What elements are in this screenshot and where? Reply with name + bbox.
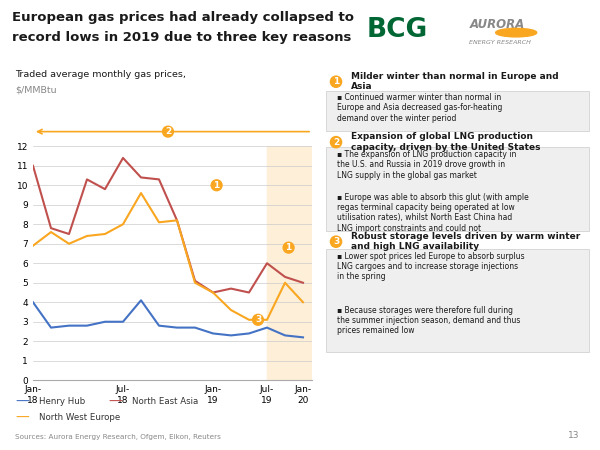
- Text: 3: 3: [333, 237, 339, 246]
- Text: North East Asia: North East Asia: [132, 397, 198, 406]
- FancyBboxPatch shape: [326, 90, 589, 131]
- Text: 1: 1: [214, 181, 220, 190]
- Text: —: —: [15, 394, 29, 409]
- Text: 3: 3: [255, 315, 261, 324]
- Text: European gas prices had already collapsed to: European gas prices had already collapse…: [12, 11, 354, 24]
- Text: 2: 2: [333, 138, 339, 147]
- Text: $/MMBtu: $/MMBtu: [15, 86, 56, 94]
- Text: AURORA: AURORA: [469, 18, 524, 31]
- Text: 1: 1: [333, 77, 339, 86]
- Text: Milder winter than normal in Europe and
Asia: Milder winter than normal in Europe and …: [351, 72, 559, 91]
- Text: ▪ Continued warmer winter than normal in
Europe and Asia decreased gas-for-heati: ▪ Continued warmer winter than normal in…: [337, 93, 503, 123]
- Text: ▪ Lower spot prices led Europe to absorb surplus
LNG cargoes and to increase sto: ▪ Lower spot prices led Europe to absorb…: [337, 252, 525, 281]
- Text: BCG: BCG: [367, 17, 428, 43]
- Text: 2: 2: [165, 127, 171, 136]
- FancyBboxPatch shape: [326, 148, 589, 231]
- Text: ▪ Because storages were therefore full during
the summer injection season, deman: ▪ Because storages were therefore full d…: [337, 306, 521, 336]
- Text: Traded average monthly gas prices,: Traded average monthly gas prices,: [15, 70, 186, 79]
- Text: North West Europe: North West Europe: [39, 413, 120, 422]
- Text: 13: 13: [568, 431, 579, 440]
- Circle shape: [496, 28, 537, 37]
- Text: ▪ The expansion of LNG production capacity in
the U.S. and Russia in 2019 drove : ▪ The expansion of LNG production capaci…: [337, 150, 517, 180]
- FancyBboxPatch shape: [326, 249, 589, 352]
- Text: ENERGY RESEARCH: ENERGY RESEARCH: [469, 40, 532, 45]
- Text: Sources: Aurora Energy Research, Ofgem, Eikon, Reuters: Sources: Aurora Energy Research, Ofgem, …: [15, 434, 221, 440]
- Text: Expansion of global LNG production
capacity, driven by the United States: Expansion of global LNG production capac…: [351, 132, 541, 152]
- Text: Robust storage levels driven by warm winter
and high LNG availability: Robust storage levels driven by warm win…: [351, 232, 580, 252]
- Bar: [267, 146, 312, 380]
- Text: —: —: [15, 410, 29, 425]
- Text: ▪ Europe was able to absorb this glut (with ample
regas terminal capacity being : ▪ Europe was able to absorb this glut (w…: [337, 193, 529, 233]
- Text: record lows in 2019 due to three key reasons: record lows in 2019 due to three key rea…: [12, 32, 352, 45]
- Text: —: —: [108, 394, 122, 409]
- Text: Henry Hub: Henry Hub: [39, 397, 85, 406]
- Text: 1: 1: [286, 243, 292, 252]
